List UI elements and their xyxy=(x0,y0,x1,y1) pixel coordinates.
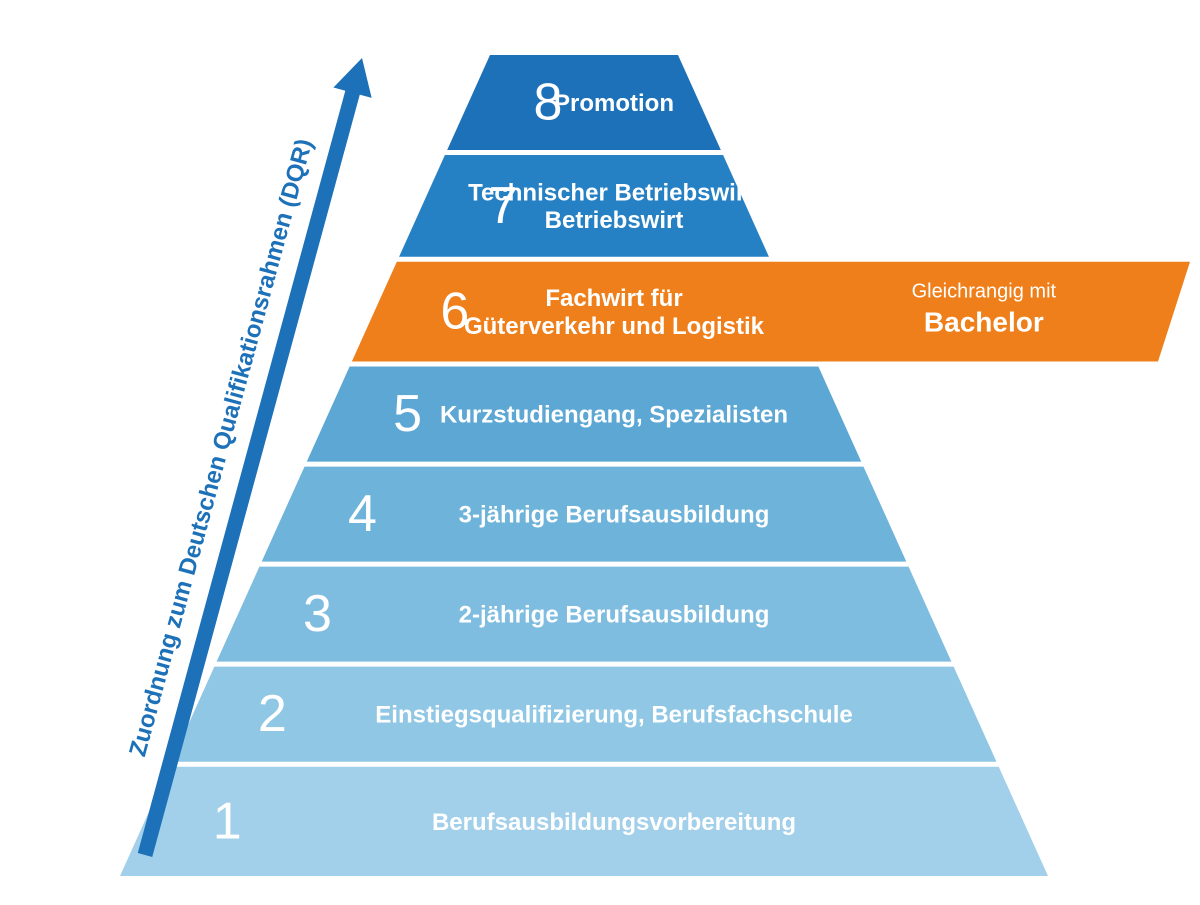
level-label-5: Kurzstudiengang, Spezialisten xyxy=(440,401,788,428)
level-6 xyxy=(352,262,1190,362)
level-number-1: 1 xyxy=(213,792,242,850)
level-label-1: Berufsausbildungsvorbereitung xyxy=(432,809,796,836)
level-label-2: Einstiegsqualifizierung, Berufsfachschul… xyxy=(375,702,852,729)
level-number-2: 2 xyxy=(258,685,287,743)
arrow-label: Zuordnung zum Deutschen Qualifikationsra… xyxy=(124,136,318,759)
arrow-head xyxy=(333,58,371,98)
callout-big: Bachelor xyxy=(924,307,1044,338)
level-number-3: 3 xyxy=(303,585,332,643)
level-number-4: 4 xyxy=(348,485,377,543)
level-number-5: 5 xyxy=(393,385,422,443)
level-label-3: 2-jährige Berufsausbildung xyxy=(459,602,770,629)
callout-small: Gleichrangig mit xyxy=(912,281,1057,303)
level-label-4: 3-jährige Berufsausbildung xyxy=(459,501,770,528)
level-label-8: Promotion xyxy=(554,90,674,117)
dqr-pyramid: 8Promotion7Technischer Betriebswirt,Betr… xyxy=(0,0,1200,900)
